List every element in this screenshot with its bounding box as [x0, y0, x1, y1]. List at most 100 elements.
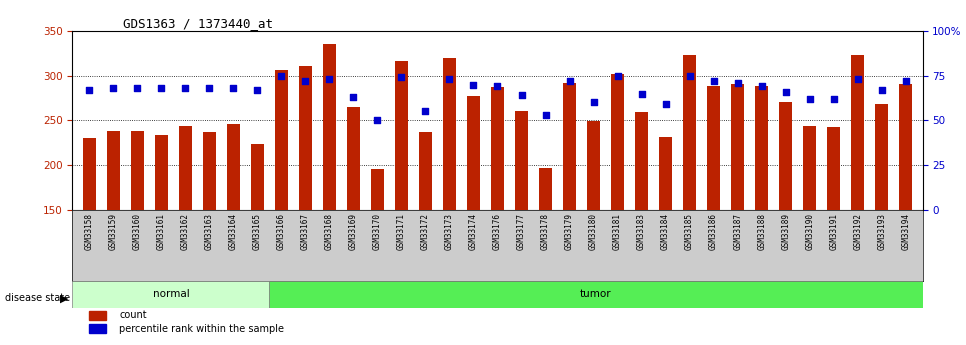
FancyBboxPatch shape: [270, 281, 923, 308]
Text: GSM33181: GSM33181: [613, 213, 622, 250]
Bar: [395, 61, 408, 210]
Point: [874, 87, 890, 93]
Text: GSM33158: GSM33158: [85, 213, 94, 250]
Bar: [130, 131, 144, 210]
Text: GSM33168: GSM33168: [325, 213, 334, 250]
Point: [466, 82, 481, 87]
Bar: [90, 310, 106, 320]
Point: [634, 91, 649, 96]
Text: GSM33173: GSM33173: [445, 213, 454, 250]
Text: GSM33180: GSM33180: [589, 213, 598, 250]
Text: GSM33191: GSM33191: [829, 213, 838, 250]
Text: GSM33193: GSM33193: [877, 213, 886, 250]
Text: GDS1363 / 1373440_at: GDS1363 / 1373440_at: [124, 17, 273, 30]
Bar: [611, 74, 624, 210]
Text: GSM33171: GSM33171: [397, 213, 406, 250]
Text: GSM33190: GSM33190: [806, 213, 814, 250]
Point: [850, 77, 866, 82]
Text: count: count: [119, 310, 147, 321]
Bar: [298, 66, 312, 210]
Point: [778, 89, 793, 95]
Point: [898, 78, 914, 84]
Bar: [563, 83, 576, 210]
Text: GSM33194: GSM33194: [901, 213, 910, 250]
Bar: [347, 107, 360, 210]
Point: [514, 92, 529, 98]
Point: [322, 77, 337, 82]
Point: [394, 75, 410, 80]
Point: [346, 95, 361, 100]
Text: GSM33166: GSM33166: [277, 213, 286, 250]
Bar: [323, 45, 336, 210]
Point: [562, 78, 578, 84]
Point: [202, 86, 217, 91]
Bar: [467, 96, 480, 210]
Point: [658, 101, 673, 107]
Text: GSM33184: GSM33184: [661, 213, 670, 250]
Bar: [803, 126, 816, 210]
Text: GSM33170: GSM33170: [373, 213, 382, 250]
Text: GSM33192: GSM33192: [853, 213, 863, 250]
Bar: [83, 138, 96, 210]
Bar: [587, 121, 600, 210]
Bar: [827, 127, 840, 210]
Text: GSM33188: GSM33188: [757, 213, 766, 250]
Point: [490, 83, 505, 89]
Bar: [683, 55, 696, 210]
Bar: [635, 112, 648, 210]
Point: [273, 73, 289, 78]
Bar: [419, 132, 432, 210]
Point: [298, 78, 313, 84]
Point: [417, 109, 433, 114]
Text: GSM33162: GSM33162: [181, 213, 189, 250]
Text: normal: normal: [153, 289, 189, 299]
Bar: [371, 169, 384, 210]
Text: GSM33161: GSM33161: [156, 213, 166, 250]
Text: GSM33174: GSM33174: [469, 213, 478, 250]
Bar: [779, 102, 792, 210]
Point: [538, 112, 554, 118]
Bar: [106, 131, 120, 210]
Text: GSM33178: GSM33178: [541, 213, 550, 250]
Bar: [90, 324, 106, 333]
Text: GSM33186: GSM33186: [709, 213, 718, 250]
Bar: [227, 124, 240, 210]
Bar: [731, 84, 744, 210]
Bar: [515, 110, 528, 210]
Text: GSM33189: GSM33189: [781, 213, 790, 250]
Text: percentile rank within the sample: percentile rank within the sample: [119, 324, 284, 334]
Point: [706, 78, 722, 84]
Text: GSM33185: GSM33185: [685, 213, 695, 250]
Point: [826, 96, 841, 102]
Text: ▶: ▶: [60, 294, 69, 303]
Bar: [251, 145, 264, 210]
Bar: [274, 70, 288, 210]
Bar: [755, 86, 768, 210]
Text: tumor: tumor: [581, 289, 611, 299]
Point: [802, 96, 817, 102]
Point: [610, 73, 625, 78]
Point: [730, 80, 746, 86]
Text: GSM33167: GSM33167: [300, 213, 310, 250]
Bar: [179, 126, 192, 210]
Point: [753, 83, 769, 89]
Text: GSM33169: GSM33169: [349, 213, 358, 250]
Bar: [539, 168, 553, 210]
Bar: [155, 135, 168, 210]
Text: GSM33183: GSM33183: [637, 213, 646, 250]
Point: [370, 118, 385, 123]
Text: GSM33165: GSM33165: [253, 213, 262, 250]
Point: [105, 86, 121, 91]
Text: GSM33159: GSM33159: [109, 213, 118, 250]
Bar: [442, 58, 456, 210]
Bar: [851, 55, 865, 210]
Bar: [203, 132, 216, 210]
Point: [682, 73, 697, 78]
Bar: [491, 87, 504, 210]
Point: [226, 86, 242, 91]
Bar: [707, 86, 721, 210]
Text: GSM33179: GSM33179: [565, 213, 574, 250]
Text: GSM33172: GSM33172: [421, 213, 430, 250]
Bar: [875, 104, 889, 210]
Point: [249, 87, 265, 93]
